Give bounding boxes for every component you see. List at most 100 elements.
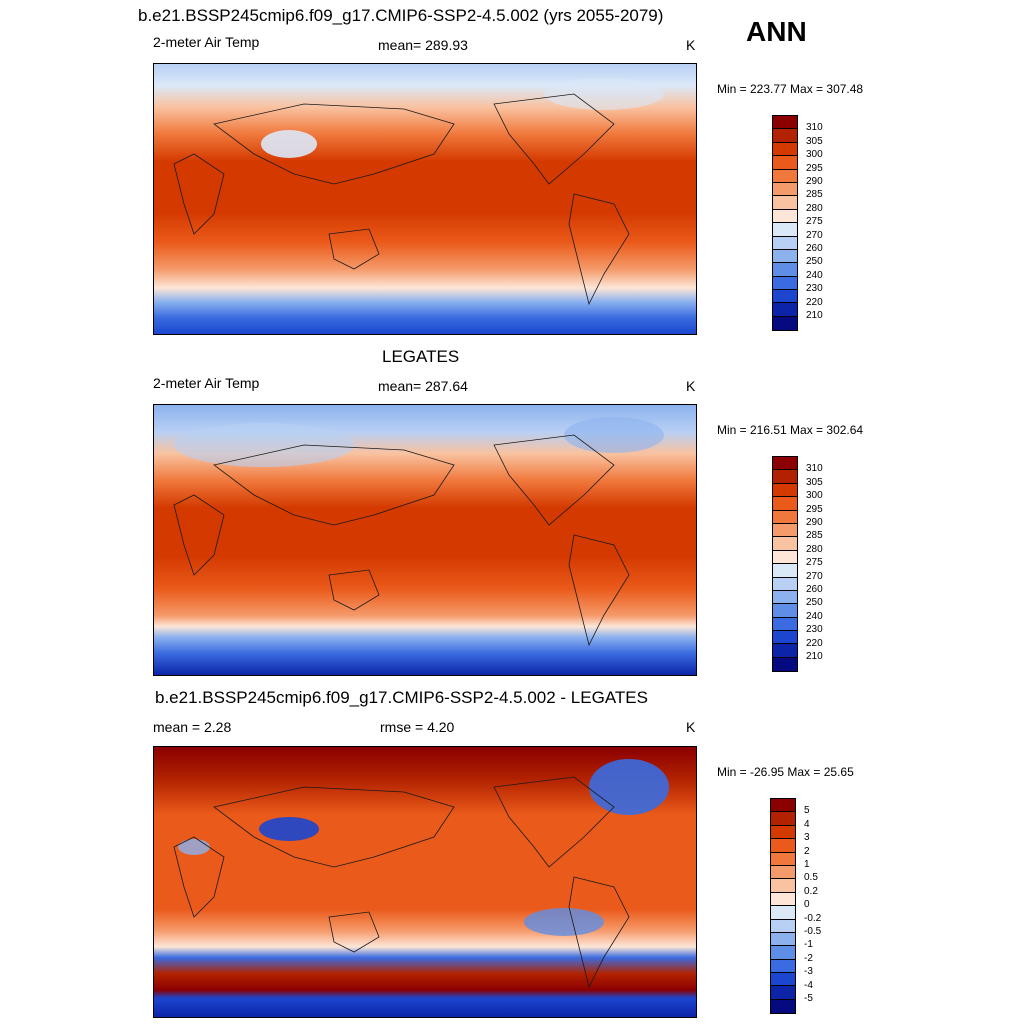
colorbar-label: 275: [806, 216, 823, 228]
colorbar-swatch: [771, 973, 795, 987]
colorbar-swatch: [773, 550, 797, 565]
colorbar-label: 295: [806, 162, 823, 174]
colorbar-swatch: [773, 564, 797, 578]
colorbar-swatch: [771, 865, 795, 880]
colorbar-label: 280: [806, 202, 823, 214]
colorbar-label: -1: [804, 939, 813, 951]
colorbar-swatch: [771, 999, 795, 1014]
colorbar-swatch: [773, 236, 797, 250]
colorbar-label: 0: [804, 899, 810, 911]
colorbar-swatch: [773, 644, 797, 658]
colorbar-swatch: [773, 631, 797, 645]
colorbar-swatches: [770, 798, 796, 1015]
colorbar-swatch: [773, 169, 797, 183]
colorbar-swatch: [773, 303, 797, 317]
colorbar-label: 0.2: [804, 885, 818, 897]
colorbar-swatch: [771, 839, 795, 853]
colorbar-label: 210: [806, 651, 823, 662]
colorbar-swatch: [773, 196, 797, 210]
colorbar-swatches: [772, 115, 798, 332]
colorbar-swatch: [773, 537, 797, 551]
colorbar-swatch: [773, 497, 797, 511]
colorbar-label: -0.2: [804, 912, 822, 924]
panel-top-title: b.e21.BSSP245cmip6.f09_g17.CMIP6-SSP2-4.…: [138, 6, 664, 25]
colorbar-label: 285: [806, 530, 823, 542]
colorbar-swatch: [771, 932, 795, 947]
panel-mid-mean: mean= 287.64: [378, 378, 468, 394]
colorbar-label: 270: [806, 229, 823, 241]
panel-top-units: K: [686, 37, 696, 53]
panel-top-variable: 2-meter Air Temp: [153, 34, 260, 50]
colorbar-swatch: [773, 263, 797, 277]
panel-mid-minmax: Min = 216.51 Max = 302.64: [717, 423, 864, 437]
colorbar-label: 230: [806, 283, 823, 295]
colorbar-swatch: [773, 657, 797, 672]
colorbar-swatch: [771, 852, 795, 866]
panel-mid-units: K: [686, 378, 696, 394]
season-label: ANN: [746, 16, 807, 47]
colorbar-label: 290: [806, 176, 823, 187]
colorbar-swatch: [773, 223, 797, 237]
colorbar-label: -3: [804, 966, 813, 978]
colorbar-swatch: [773, 156, 797, 170]
colorbar-swatch: [771, 879, 795, 893]
colorbar-swatch: [773, 590, 797, 605]
colorbar-swatch: [771, 825, 795, 840]
colorbar-swatch: [773, 483, 797, 498]
panel-bot-map: [153, 746, 697, 1018]
colorbar-swatch: [773, 182, 797, 197]
colorbar-label: 310: [806, 463, 823, 475]
colorbar-label: 275: [806, 557, 823, 569]
colorbar-swatch: [771, 986, 795, 1000]
colorbar-swatch: [773, 617, 797, 632]
colorbar-label: 300: [806, 490, 823, 502]
colorbar-swatch: [773, 604, 797, 618]
colorbar-label: 295: [806, 503, 823, 515]
colorbar-swatch: [773, 470, 797, 484]
colorbar-swatch: [773, 116, 797, 130]
difference-map: [154, 747, 696, 1017]
colorbar-label: 300: [806, 149, 823, 161]
colorbar-label: 230: [806, 624, 823, 636]
colorbar-label: 2: [804, 845, 810, 857]
colorbar-swatch: [773, 510, 797, 524]
colorbar-swatch: [771, 919, 795, 933]
colorbar-label: 1: [804, 859, 810, 870]
colorbar-swatch: [773, 129, 797, 143]
colorbar-swatch: [773, 577, 797, 591]
panel-bot-rmse: rmse = 4.20: [380, 719, 455, 735]
colorbar-label: 4: [804, 818, 810, 830]
colorbar-label: 305: [806, 135, 823, 147]
colorbar-label: 240: [806, 610, 823, 622]
colorbar-swatch: [771, 799, 795, 813]
panel-top-minmax: Min = 223.77 Max = 307.48: [717, 82, 864, 96]
colorbar-label: 280: [806, 543, 823, 555]
colorbar-swatch: [771, 812, 795, 826]
colorbar-swatch: [773, 249, 797, 264]
colorbar-label: -2: [804, 952, 813, 964]
colorbar-label: 250: [806, 256, 823, 268]
colorbar-swatch: [771, 892, 795, 907]
temperature-map-top: [154, 64, 696, 334]
colorbar-label: 210: [806, 310, 823, 321]
colorbar-swatch: [773, 276, 797, 291]
panel-mid-title: LEGATES: [382, 347, 460, 366]
panel-top-map: [153, 63, 697, 335]
panel-mid-variable: 2-meter Air Temp: [153, 375, 260, 391]
colorbar-swatch: [773, 523, 797, 538]
colorbar-swatch: [773, 290, 797, 304]
colorbar-label: 250: [806, 597, 823, 609]
colorbar-label: 270: [806, 570, 823, 582]
colorbar-label: -5: [804, 993, 813, 1004]
colorbar-label: 240: [806, 269, 823, 281]
colorbar-swatch: [773, 142, 797, 157]
colorbar-swatch: [771, 906, 795, 920]
colorbar-label: 290: [806, 517, 823, 528]
colorbar-swatch: [773, 209, 797, 224]
colorbar-label: 3: [804, 832, 810, 844]
colorbar-label: 305: [806, 476, 823, 488]
panel-bot-mean: mean = 2.28: [153, 719, 232, 735]
colorbar-label: -0.5: [804, 926, 822, 937]
colorbar-swatch: [771, 959, 795, 974]
colorbar-label: 5: [804, 805, 810, 817]
